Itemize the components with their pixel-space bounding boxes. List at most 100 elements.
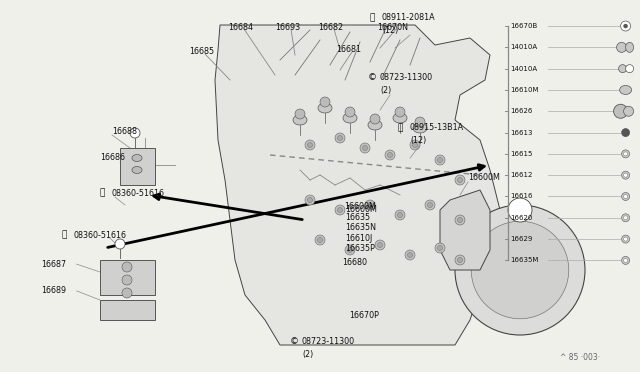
Text: (12): (12) [382, 26, 398, 35]
Text: 16689: 16689 [42, 286, 67, 295]
Text: 16610J: 16610J [346, 234, 373, 243]
Text: 08915-13B1A: 08915-13B1A [410, 124, 464, 132]
Polygon shape [215, 25, 500, 345]
Circle shape [619, 65, 627, 73]
Circle shape [122, 262, 132, 272]
Text: 08911-2081A: 08911-2081A [382, 13, 436, 22]
Ellipse shape [620, 86, 632, 94]
Text: ©: © [290, 337, 299, 346]
Text: 16635P: 16635P [346, 244, 376, 253]
Polygon shape [440, 190, 490, 270]
Circle shape [623, 24, 628, 28]
Circle shape [122, 275, 132, 285]
Circle shape [345, 107, 355, 117]
Circle shape [455, 255, 465, 265]
Circle shape [115, 239, 125, 249]
Circle shape [375, 240, 385, 250]
Circle shape [317, 237, 323, 243]
Text: 16613: 16613 [511, 129, 533, 135]
Circle shape [335, 133, 345, 143]
Text: Ⓝ: Ⓝ [370, 13, 376, 22]
Circle shape [623, 259, 628, 262]
Text: 08723-11300: 08723-11300 [380, 74, 433, 83]
Text: 16635N: 16635N [346, 223, 376, 232]
Circle shape [413, 142, 417, 148]
Text: 16693: 16693 [275, 22, 300, 32]
Circle shape [616, 42, 627, 52]
Circle shape [410, 140, 420, 150]
Circle shape [415, 117, 425, 127]
Text: 16670N: 16670N [377, 22, 408, 32]
Text: 08360-51616: 08360-51616 [74, 231, 127, 240]
Circle shape [458, 218, 463, 222]
Circle shape [362, 145, 367, 151]
Circle shape [370, 114, 380, 124]
Circle shape [122, 288, 132, 298]
Circle shape [337, 135, 342, 141]
Ellipse shape [293, 115, 307, 125]
Circle shape [348, 247, 353, 253]
Text: (12): (12) [410, 135, 426, 144]
Text: 16600M: 16600M [345, 205, 377, 215]
Circle shape [471, 221, 569, 319]
Text: 08723-11300: 08723-11300 [302, 337, 355, 346]
Circle shape [305, 140, 315, 150]
Circle shape [345, 245, 355, 255]
Ellipse shape [132, 154, 142, 161]
Circle shape [435, 155, 445, 165]
Text: 16600M: 16600M [468, 173, 500, 183]
Circle shape [378, 243, 383, 247]
Circle shape [458, 257, 463, 263]
Circle shape [428, 202, 433, 208]
Text: ^ 85 ·003·: ^ 85 ·003· [560, 353, 600, 362]
Circle shape [337, 208, 342, 212]
Circle shape [425, 200, 435, 210]
Circle shape [387, 153, 392, 157]
Circle shape [621, 129, 630, 137]
Circle shape [335, 205, 345, 215]
Circle shape [458, 177, 463, 183]
Circle shape [621, 21, 630, 31]
Circle shape [621, 256, 630, 264]
Circle shape [626, 65, 634, 73]
Ellipse shape [368, 120, 382, 130]
Text: ⓜ: ⓜ [398, 124, 403, 132]
Circle shape [508, 198, 532, 222]
Circle shape [623, 216, 628, 220]
Circle shape [385, 150, 395, 160]
Text: ©: © [368, 74, 377, 83]
Ellipse shape [393, 113, 407, 123]
Text: (2): (2) [302, 350, 313, 359]
Circle shape [621, 171, 630, 179]
Text: 08360-51616: 08360-51616 [112, 189, 165, 198]
Circle shape [621, 235, 630, 243]
Text: 16616: 16616 [511, 193, 533, 199]
Text: 16670B: 16670B [511, 23, 538, 29]
Circle shape [360, 143, 370, 153]
Ellipse shape [132, 167, 142, 173]
Circle shape [623, 195, 628, 199]
Text: 14010A: 14010A [511, 65, 538, 72]
Text: 16680: 16680 [342, 258, 367, 267]
Circle shape [623, 237, 628, 241]
Circle shape [438, 246, 442, 250]
Ellipse shape [318, 103, 332, 113]
Bar [120, 148, 155, 185]
Circle shape [435, 243, 445, 253]
Circle shape [315, 235, 325, 245]
Circle shape [621, 192, 630, 201]
Circle shape [623, 152, 628, 156]
Text: 16688: 16688 [112, 128, 137, 137]
Bar [100, 300, 155, 320]
Text: 16681: 16681 [336, 45, 361, 55]
Circle shape [614, 104, 628, 118]
Circle shape [307, 198, 312, 202]
Text: 16687: 16687 [42, 260, 67, 269]
Ellipse shape [413, 123, 427, 133]
Text: (2): (2) [380, 86, 391, 94]
Text: 16635: 16635 [346, 213, 371, 222]
Circle shape [307, 142, 312, 148]
Circle shape [455, 215, 465, 225]
Text: 16600M: 16600M [344, 202, 376, 211]
Circle shape [397, 212, 403, 218]
